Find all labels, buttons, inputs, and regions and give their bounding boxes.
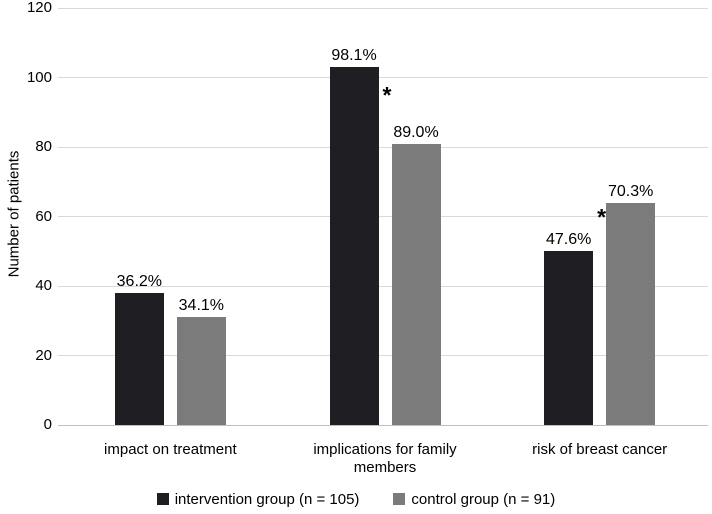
bar [329,67,379,425]
bar-value-label: 47.6% [545,231,592,249]
legend-item: control group (n = 91) [393,491,555,508]
bar [544,251,594,425]
x-category-label: impact on treatment [104,441,237,458]
gridline [58,7,708,9]
gridline [58,285,708,287]
y-tick-label: 80 [35,138,52,155]
gridline [58,77,708,78]
y-tick-label: 0 [43,416,52,433]
y-tick-label: 40 [35,277,52,294]
x-category-label: risk of breast cancer [532,441,668,458]
bar-value-label: 34.1% [178,297,225,315]
legend-marker [393,493,406,505]
x-axis-line [58,424,708,426]
bar-value-label: 89.0% [393,123,439,141]
bar-value-label: 98.1% [331,47,377,65]
legend-marker [156,493,169,505]
significance-asterisk: * [597,203,607,230]
gridline [58,355,708,356]
significance-asterisk: * [382,82,392,109]
bar-value-label: 36.2% [116,272,163,290]
bar-value-label: 70.3% [607,182,654,200]
legend-item: intervention group (n = 105) [156,490,360,508]
bar [176,317,226,425]
legend-label: intervention group (n = 105) [174,490,360,508]
y-tick-label: 60 [35,207,52,225]
x-category-label: implications for family members [313,441,457,476]
y-tick-label: 20 [35,346,52,364]
legend: intervention group (n = 105) control grou… [0,489,712,509]
y-tick-label: 100 [26,68,52,86]
gridline [58,146,708,148]
legend-label: control group (n = 91) [411,490,556,508]
bar [114,292,164,425]
bar [606,202,656,425]
y-tick-label: 120 [26,0,52,16]
gridline [58,216,708,217]
bar [391,143,441,425]
